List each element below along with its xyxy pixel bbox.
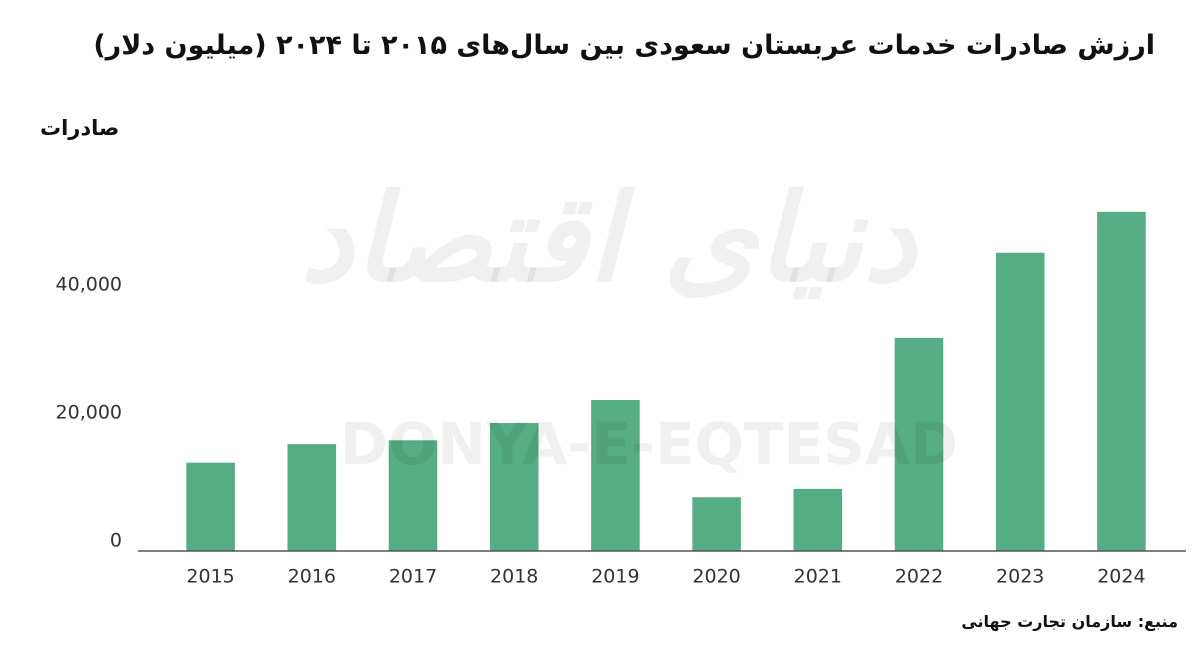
watermark-latin: DONYA-E-EQTESAD [340, 410, 959, 478]
x-tick-label: 2019 [591, 566, 639, 588]
bar [894, 337, 944, 551]
y-tick-label: 20,000 [56, 402, 122, 424]
x-tick-label: 2015 [186, 566, 234, 588]
bar [489, 423, 539, 551]
y-axis-label: صادرات [40, 116, 120, 140]
x-tick-label: 2020 [692, 566, 740, 588]
x-tick-label: 2023 [996, 566, 1044, 588]
x-tick-label: 2021 [794, 566, 842, 588]
source-note: منبع: سازمان تجارت جهانی [961, 612, 1178, 631]
bar [186, 462, 235, 551]
bar [692, 497, 741, 551]
watermark: دنیای اقتصاد [300, 170, 917, 309]
y-tick-label: 40,000 [56, 274, 122, 296]
bar [388, 440, 438, 551]
x-tick-label: 2016 [288, 566, 336, 588]
x-tick-label: 2018 [490, 566, 538, 588]
x-tick-label: 2017 [389, 566, 437, 588]
bar [793, 488, 843, 551]
y-tick-label: 0 [110, 530, 122, 552]
x-tick-label: 2022 [895, 566, 943, 588]
bar [1097, 211, 1146, 552]
bar [287, 444, 337, 551]
bar [591, 399, 640, 551]
bar [995, 252, 1045, 551]
x-tick-label: 2024 [1097, 566, 1145, 588]
chart-title: ارزش صادرات خدمات عربستان سعودی بین سال‌… [93, 30, 1155, 61]
